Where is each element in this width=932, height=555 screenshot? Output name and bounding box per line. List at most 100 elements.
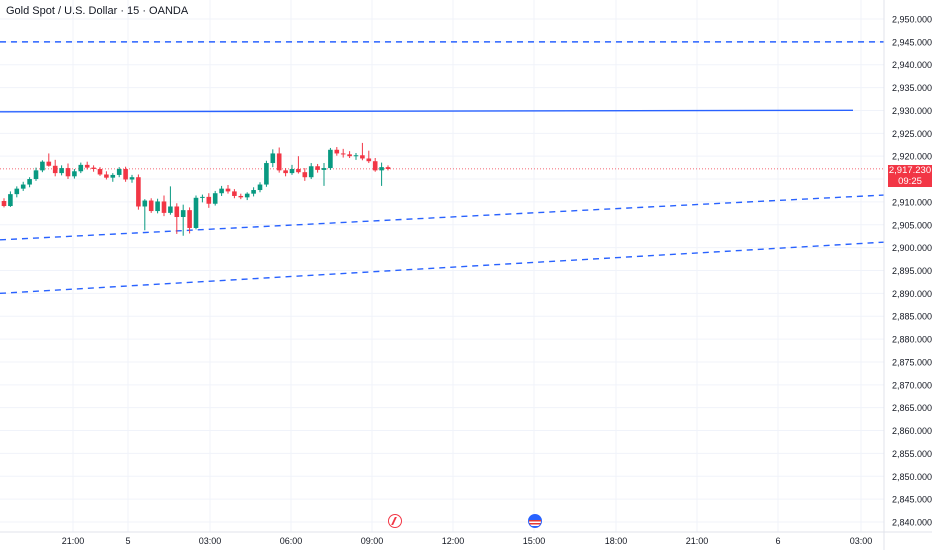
- candle-body: [219, 188, 224, 194]
- candle-body: [46, 161, 52, 166]
- candle-body: [200, 196, 205, 198]
- candle-body: [14, 188, 20, 195]
- bar-countdown: 09:25: [898, 176, 922, 187]
- candle-body: [353, 155, 359, 157]
- y-tick-label: 2,925.000: [892, 129, 932, 139]
- candle-body: [264, 163, 269, 185]
- candle-body: [20, 184, 26, 189]
- us-flag-icon[interactable]: [528, 514, 542, 528]
- candle-body: [116, 168, 122, 175]
- trend-line-dashed: [0, 194, 885, 241]
- candle-body: [123, 168, 128, 180]
- candle-body: [8, 194, 13, 207]
- candle-body: [187, 210, 192, 228]
- candle-body: [136, 177, 141, 207]
- candle-body: [385, 167, 391, 169]
- candle-body: [72, 171, 77, 177]
- candle-body: [110, 174, 116, 178]
- y-tick-label: 2,945.000: [892, 37, 932, 47]
- x-tick-label: 12:00: [442, 536, 465, 546]
- y-tick-label: 2,860.000: [892, 426, 932, 436]
- candle-body: [33, 170, 39, 180]
- candle-body: [180, 210, 186, 217]
- candle-body: [142, 200, 148, 207]
- candle-body: [78, 164, 84, 172]
- y-tick-label: 2,865.000: [892, 403, 932, 413]
- x-tick-label: 15:00: [523, 536, 546, 546]
- x-tick-label: 03:00: [199, 536, 222, 546]
- y-tick-label: 2,905.000: [892, 220, 932, 230]
- y-tick-label: 2,890.000: [892, 289, 932, 299]
- x-tick-label: 09:00: [361, 536, 384, 546]
- candle-body: [206, 196, 212, 204]
- trend-line-dashed: [0, 241, 885, 295]
- candle-body: [328, 149, 333, 169]
- candle-body: [372, 161, 378, 171]
- y-tick-label: 2,940.000: [892, 60, 932, 70]
- y-tick-label: 2,885.000: [892, 312, 932, 322]
- last-price-value: 2,917.230: [888, 165, 932, 176]
- x-tick-label: 06:00: [280, 536, 303, 546]
- candle-body: [347, 154, 352, 157]
- candle-body: [296, 168, 301, 173]
- candle-body: [52, 165, 58, 174]
- candle-body: [379, 167, 384, 171]
- grid: [0, 0, 884, 532]
- drawing-lines[interactable]: [0, 41, 885, 295]
- candle-body: [40, 161, 45, 171]
- x-tick-label: 6: [775, 536, 780, 546]
- x-tick-label: 21:00: [686, 536, 709, 546]
- candle-body: [238, 195, 244, 198]
- y-tick-label: 2,875.000: [892, 357, 932, 367]
- candle-body: [104, 174, 109, 178]
- horizontal-line-solid: [0, 109, 854, 113]
- candle-body: [225, 188, 231, 192]
- y-tick-label: 2,850.000: [892, 472, 932, 482]
- last-price-badge: 2,917.230 09:25: [888, 165, 932, 187]
- x-tick-label: 5: [125, 536, 130, 546]
- candle-body: [155, 201, 160, 212]
- y-tick-label: 2,920.000: [892, 152, 932, 162]
- candle-body: [270, 153, 276, 164]
- candle-body: [148, 200, 154, 212]
- candle-body: [315, 166, 320, 170]
- flash-icon[interactable]: [388, 514, 402, 528]
- candle-body: [276, 153, 282, 171]
- candle-body: [91, 167, 96, 169]
- y-tick-label: 2,900.000: [892, 243, 932, 253]
- y-tick-label: 2,935.000: [892, 83, 932, 93]
- candle-body: [168, 206, 173, 213]
- candle-body: [27, 179, 32, 185]
- candle-body: [289, 168, 295, 174]
- candle-body: [161, 201, 167, 213]
- candle-body: [1, 200, 7, 207]
- candle-body: [174, 206, 180, 217]
- candle-body: [366, 158, 372, 162]
- y-tick-label: 2,845.000: [892, 495, 932, 505]
- candle-body: [360, 155, 365, 159]
- x-tick-label: 03:00: [850, 536, 873, 546]
- candle-body: [340, 153, 346, 155]
- x-tick-label: 21:00: [62, 536, 85, 546]
- symbol-title[interactable]: Gold Spot / U.S. Dollar · 15 · OANDA: [6, 5, 189, 17]
- y-tick-label: 2,855.000: [892, 449, 932, 459]
- x-tick-label: 18:00: [605, 536, 628, 546]
- candle-body: [193, 197, 199, 228]
- y-tick-label: 2,895.000: [892, 266, 932, 276]
- candle-body: [244, 193, 250, 198]
- candle-body: [129, 177, 135, 180]
- candle-body: [232, 191, 237, 196]
- candle-body: [302, 172, 308, 178]
- candles: [1, 142, 391, 236]
- candle-body: [212, 193, 218, 204]
- y-tick-label: 2,930.000: [892, 106, 932, 116]
- candle-body: [257, 184, 263, 191]
- candle-body: [321, 168, 327, 170]
- y-tick-label: 2,870.000: [892, 380, 932, 390]
- candle-body: [97, 168, 103, 175]
- y-tick-label: 2,950.000: [892, 15, 932, 25]
- candle-body: [65, 168, 71, 177]
